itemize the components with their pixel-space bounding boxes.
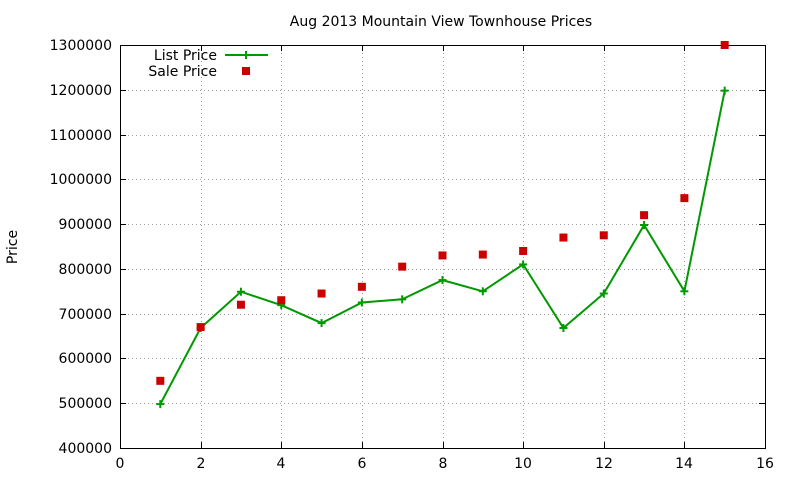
grid: [120, 45, 765, 448]
legend-swatch-marker: [242, 51, 250, 59]
x-tick-label: 8: [439, 456, 448, 472]
y-tick-label: 600000: [59, 351, 112, 367]
data-point-sale-price: [559, 233, 568, 242]
data-point-sale-price: [317, 289, 326, 298]
data-point-list-price: [680, 287, 689, 296]
y-tick-label: 1200000: [50, 83, 112, 99]
y-tick-label: 700000: [59, 307, 112, 323]
y-tick-label: 500000: [59, 396, 112, 412]
data-point-sale-price: [196, 323, 205, 332]
y-tick-label: 400000: [59, 441, 112, 457]
data-point-list-price: [357, 298, 366, 307]
x-tick-label: 12: [595, 456, 613, 472]
x-tick-label: 6: [358, 456, 367, 472]
plot-frame: [120, 45, 766, 449]
data-point-list-price: [236, 287, 245, 296]
y-tick-label: 800000: [59, 262, 112, 278]
data-point-sale-price: [478, 250, 487, 259]
x-tick-label: 16: [756, 456, 774, 472]
legend-label: List Price: [154, 48, 217, 64]
series-line-list-price: [159, 90, 726, 405]
legend-label: Sale Price: [148, 64, 217, 80]
data-point-list-price: [519, 260, 528, 269]
x-tick-label: 4: [277, 456, 286, 472]
x-tick-label: 0: [116, 456, 125, 472]
data-point-sale-price: [398, 262, 407, 271]
data-point-sale-price: [599, 231, 608, 240]
series: [156, 41, 729, 409]
y-tick-label: 1000000: [50, 172, 112, 188]
axes: 0 2 4 6 8 10 12 14 16 400000 500000 600000 700000 800…: [50, 38, 774, 472]
data-point-list-price: [156, 400, 165, 409]
data-point-list-price: [398, 295, 407, 304]
x-tick-label: 2: [197, 456, 206, 472]
chart-title: Aug 2013 Mountain View Townhouse Prices: [290, 14, 592, 30]
data-point-list-price: [559, 323, 568, 332]
data-point-sale-price: [438, 251, 447, 260]
data-point-list-price: [599, 289, 608, 298]
data-point-list-price: [438, 276, 447, 285]
data-point-sale-price: [277, 296, 286, 305]
data-point-sale-price: [156, 376, 165, 385]
x-tick-label: 10: [514, 456, 532, 472]
data-point-list-price: [478, 287, 487, 296]
y-tick-label: 1100000: [50, 128, 112, 144]
y-tick-label: 900000: [59, 217, 112, 233]
y-tick-label: 1300000: [50, 38, 112, 54]
x-tick-label: 14: [675, 456, 693, 472]
data-point-list-price: [317, 319, 326, 328]
data-point-sale-price: [519, 246, 528, 255]
data-point-list-price: [720, 86, 729, 95]
data-point-sale-price: [236, 300, 245, 309]
data-point-sale-price: [680, 194, 689, 203]
data-point-sale-price: [720, 41, 729, 49]
data-point-sale-price: [640, 211, 649, 220]
data-point-list-price: [640, 221, 649, 230]
y-axis-label: Price: [5, 230, 21, 264]
data-point-sale-price: [357, 282, 366, 291]
legend-swatch-marker: [242, 67, 250, 75]
